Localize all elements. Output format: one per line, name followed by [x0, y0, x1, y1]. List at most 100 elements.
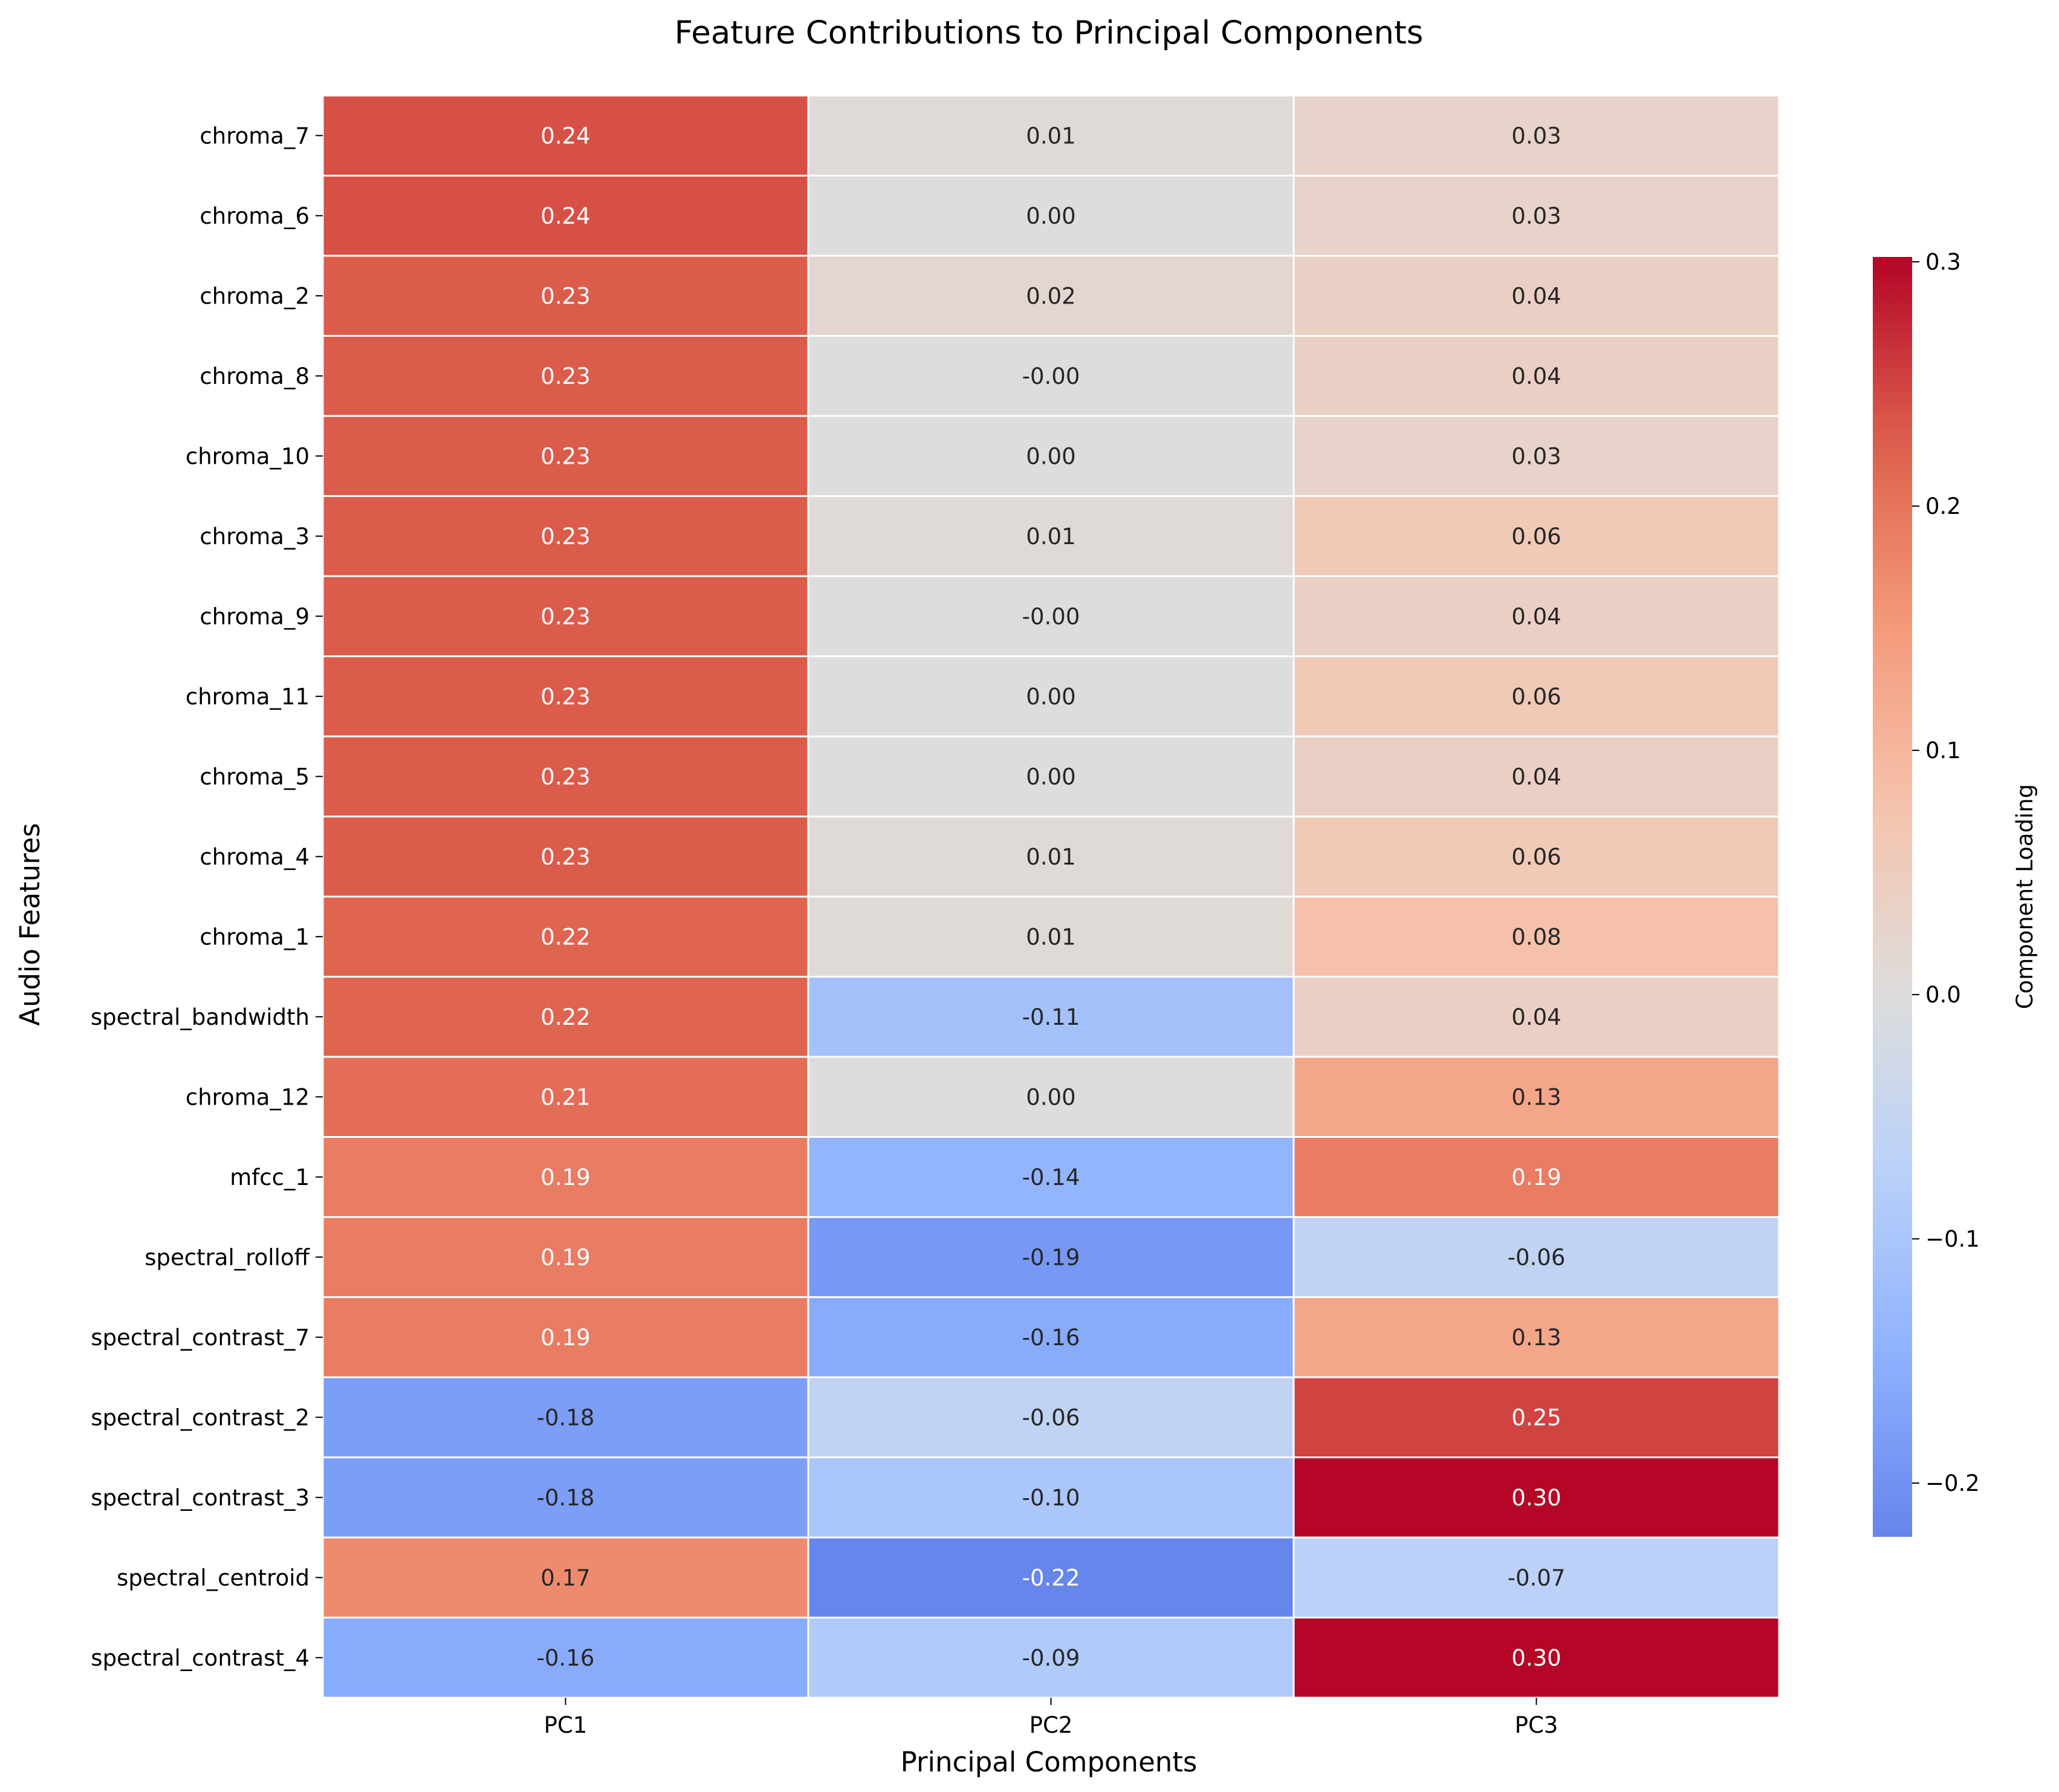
cell-value-label: 0.23	[540, 283, 590, 309]
heatmap-cell	[1292, 175, 1780, 257]
heatmap-cell	[322, 415, 809, 497]
cell-value-label: 0.30	[1511, 1485, 1561, 1511]
colorbar-label: Component Loading	[2012, 784, 2038, 1010]
heatmap-cell	[1292, 1296, 1780, 1378]
heatmap-cell	[807, 816, 1295, 898]
cell-value-label: 0.22	[540, 1004, 590, 1030]
cell-value-label: 0.00	[1026, 203, 1075, 229]
y-tick-label: spectral_contrast_7	[91, 1325, 310, 1351]
cell-value-label: 0.21	[540, 1084, 590, 1110]
y-axis-label: Audio Features	[14, 823, 46, 1026]
heatmap-cell	[807, 255, 1295, 337]
cell-value-label: 0.00	[1026, 443, 1075, 469]
heatmap-cell	[807, 976, 1295, 1058]
y-tick-label: chroma_1	[199, 924, 310, 950]
heatmap-cell	[322, 1536, 809, 1618]
colorbar: −0.2 −0.1 0.0 0.1 0.2 0.3 Component Loading	[1873, 249, 2038, 1537]
heatmap-cell	[807, 575, 1295, 657]
heatmap-cell	[807, 1296, 1295, 1378]
cell-value-label: 0.04	[1511, 283, 1561, 309]
cell-value-label: -0.11	[1022, 1004, 1080, 1030]
cell-value-label: 0.22	[540, 924, 590, 950]
cell-value-label: -0.10	[1022, 1485, 1080, 1511]
cell-value-label: -0.06	[1508, 1244, 1566, 1270]
heatmap-cell	[1292, 94, 1780, 177]
heatmap-cell	[322, 335, 809, 417]
heatmap-cell	[807, 415, 1295, 497]
heatmap-cell	[1292, 1216, 1780, 1298]
y-tick-label: chroma_9	[199, 603, 310, 629]
heatmap-cell	[807, 495, 1295, 577]
x-tick-label: PC1	[544, 1712, 588, 1738]
cell-value-label: -0.19	[1022, 1244, 1080, 1270]
y-tick-label: chroma_11	[186, 684, 310, 710]
heatmap-cell	[322, 816, 809, 898]
heatmap-cell	[1292, 1056, 1780, 1138]
heatmap-cell	[807, 655, 1295, 738]
heatmap-cell	[807, 1456, 1295, 1539]
cell-value-label: 0.23	[540, 524, 590, 550]
y-tick-label: chroma_3	[199, 524, 310, 550]
cell-value-label: 0.06	[1511, 684, 1561, 710]
y-tick-label: spectral_centroid	[117, 1565, 310, 1591]
cell-value-label: -0.14	[1022, 1164, 1080, 1190]
heatmap-cell	[1292, 1376, 1780, 1458]
cell-value-label: 0.01	[1026, 524, 1075, 550]
heatmap-cell	[1292, 335, 1780, 417]
y-tick-label: chroma_10	[186, 443, 310, 469]
colorbar-tick-label: 0.3	[1925, 249, 1961, 275]
colorbar-gradient	[1873, 257, 1912, 1537]
y-tick-label: chroma_5	[199, 764, 310, 790]
cell-value-label: 0.24	[540, 203, 590, 229]
cell-value-label: -0.09	[1022, 1645, 1080, 1671]
heatmap-cell	[1292, 816, 1780, 898]
heatmap-cell	[322, 1216, 809, 1298]
cell-value-label: 0.23	[540, 844, 590, 870]
cell-value-label: -0.07	[1508, 1565, 1566, 1591]
heatmap-cell	[322, 655, 809, 738]
cell-value-label: -0.18	[537, 1485, 595, 1511]
colorbar-tick-label: −0.1	[1925, 1226, 1980, 1252]
y-tick-label: chroma_2	[199, 283, 310, 309]
heatmap-cell	[807, 1536, 1295, 1618]
x-tick-label: PC2	[1030, 1712, 1073, 1738]
heatmap-cell	[1292, 655, 1780, 738]
cell-value-label: 0.03	[1511, 443, 1561, 469]
x-axis-ticks: PC1 PC2 PC3	[544, 1698, 1558, 1738]
cell-value-label: 0.00	[1026, 684, 1075, 710]
heatmap-cell	[1292, 976, 1780, 1058]
cell-value-label: 0.30	[1511, 1645, 1561, 1671]
heatmap-cell	[322, 94, 809, 177]
cell-value-label: -0.18	[537, 1404, 595, 1430]
heatmap-cell	[1292, 895, 1780, 978]
heatmap-cell	[807, 175, 1295, 257]
heatmap-cell	[807, 1056, 1295, 1138]
cell-value-label: 0.01	[1026, 924, 1075, 950]
cell-value-label: 0.01	[1026, 123, 1075, 149]
cell-value-label: -0.22	[1022, 1565, 1080, 1591]
cell-value-label: 0.01	[1026, 844, 1075, 870]
cell-value-label: 0.25	[1511, 1404, 1561, 1430]
heatmap-cell	[322, 735, 809, 817]
cell-value-label: 0.06	[1511, 524, 1561, 550]
cell-value-label: 0.23	[540, 363, 590, 389]
heatmap-cell	[322, 1056, 809, 1138]
heatmap-cell	[322, 575, 809, 657]
heatmap-cell	[322, 1136, 809, 1218]
cell-value-label: -0.00	[1022, 603, 1080, 629]
cell-value-label: 0.17	[540, 1565, 590, 1591]
cell-value-label: 0.24	[540, 123, 590, 149]
cell-value-label: 0.19	[540, 1164, 590, 1190]
cell-value-label: 0.23	[540, 443, 590, 469]
heatmap-cell	[1292, 735, 1780, 817]
cell-value-label: 0.04	[1511, 764, 1561, 790]
cell-value-label: 0.00	[1026, 1084, 1075, 1110]
cell-value-label: 0.06	[1511, 844, 1561, 870]
cell-value-label: 0.19	[540, 1325, 590, 1351]
y-tick-label: chroma_8	[199, 363, 310, 389]
heatmap-cell	[322, 175, 809, 257]
heatmap-cell	[322, 1376, 809, 1458]
colorbar-tick-label: −0.2	[1925, 1470, 1980, 1496]
heatmap-cell	[1292, 1136, 1780, 1218]
